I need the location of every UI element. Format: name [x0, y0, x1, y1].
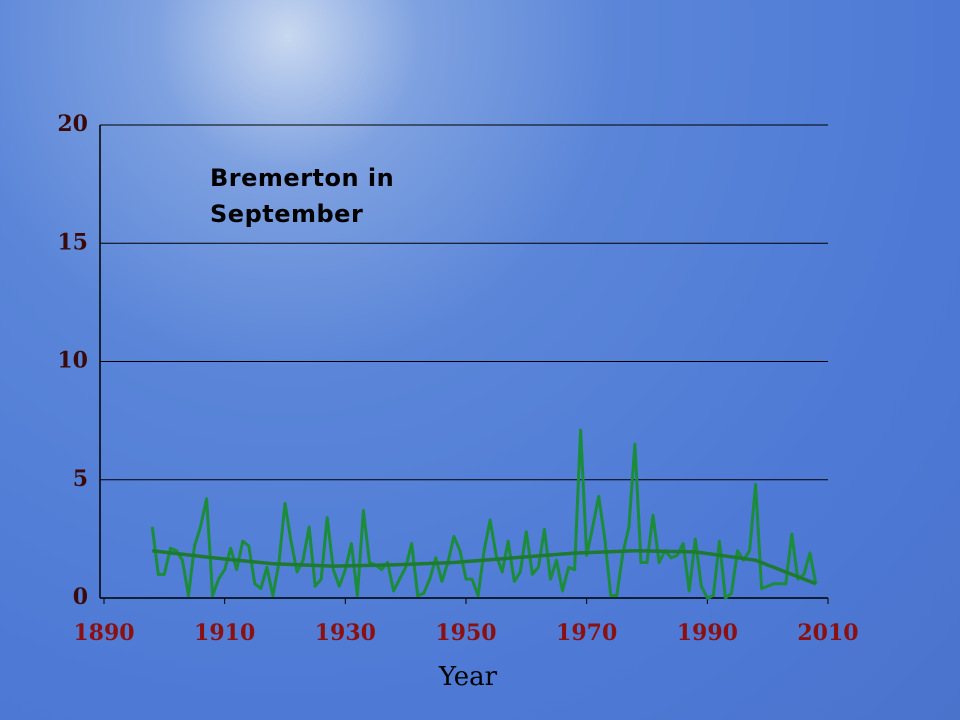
x-tick-label: 1890	[73, 620, 134, 646]
y-tick-label: 15	[57, 229, 88, 255]
data-line	[150, 428, 818, 600]
chart-title: Bremerton in September	[210, 164, 395, 228]
y-tick-label: 0	[73, 584, 88, 610]
x-tick-label: 1910	[194, 620, 255, 646]
x-tick-label: 1950	[435, 620, 496, 646]
x-tick-label: 2010	[797, 620, 858, 646]
y-tick-label: 20	[57, 111, 88, 137]
trend-line	[152, 548, 817, 586]
x-tick-label: 1970	[556, 620, 617, 646]
x-axis-label: Year	[438, 662, 498, 692]
x-tick-label: 1930	[315, 620, 376, 646]
y-tick-label: 5	[73, 466, 88, 492]
x-tick-label: 1990	[677, 620, 738, 646]
y-tick-label: 10	[57, 348, 88, 374]
